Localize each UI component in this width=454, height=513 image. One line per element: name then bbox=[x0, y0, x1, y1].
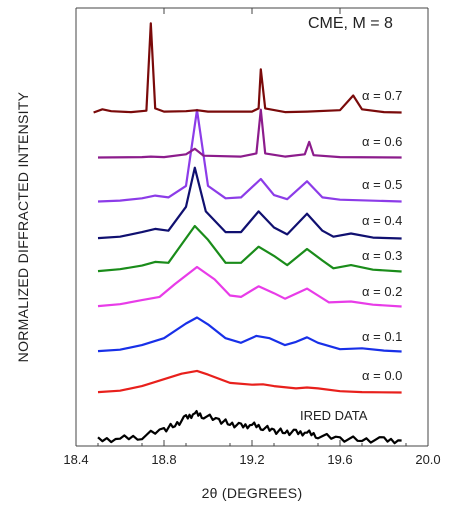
series-line bbox=[97, 369, 402, 394]
series-label: α = 0.2 bbox=[362, 284, 402, 299]
series-line bbox=[97, 166, 402, 240]
labels: IRED DATA α = 0.0 α = 0.1 α = 0.2 α = 0.3 α =… bbox=[300, 88, 402, 423]
series-line bbox=[97, 224, 402, 273]
series-line bbox=[97, 265, 402, 308]
axes: 18.4 18.8 19.2 19.6 20.0 bbox=[63, 7, 441, 467]
series-label: α = 0.4 bbox=[362, 213, 402, 228]
x-tick-label: 18.4 bbox=[63, 452, 88, 467]
series-line bbox=[97, 108, 402, 159]
series-label: α = 0.5 bbox=[362, 177, 402, 192]
series-line bbox=[97, 410, 402, 445]
series-line bbox=[97, 108, 402, 203]
traces bbox=[93, 22, 402, 445]
series-label: α = 0.6 bbox=[362, 134, 402, 149]
x-axis-label: 2θ (DEGREES) bbox=[202, 485, 303, 501]
series-line bbox=[93, 22, 402, 114]
series-label: α = 0.3 bbox=[362, 248, 402, 263]
series-label: IRED DATA bbox=[300, 408, 368, 423]
x-tick-label: 18.8 bbox=[151, 452, 176, 467]
chart-title: CME, M = 8 bbox=[308, 15, 393, 32]
series-label: α = 0.0 bbox=[362, 368, 402, 383]
x-tick-label: 20.0 bbox=[415, 452, 440, 467]
series-label: α = 0.7 bbox=[362, 88, 402, 103]
series-line bbox=[97, 316, 402, 353]
x-tick-label: 19.2 bbox=[239, 452, 264, 467]
x-tick-label: 19.6 bbox=[327, 452, 352, 467]
series-label: α = 0.1 bbox=[362, 329, 402, 344]
y-axis-label: NORMALIZED DIFFRACTED INTENSITY bbox=[15, 91, 31, 362]
